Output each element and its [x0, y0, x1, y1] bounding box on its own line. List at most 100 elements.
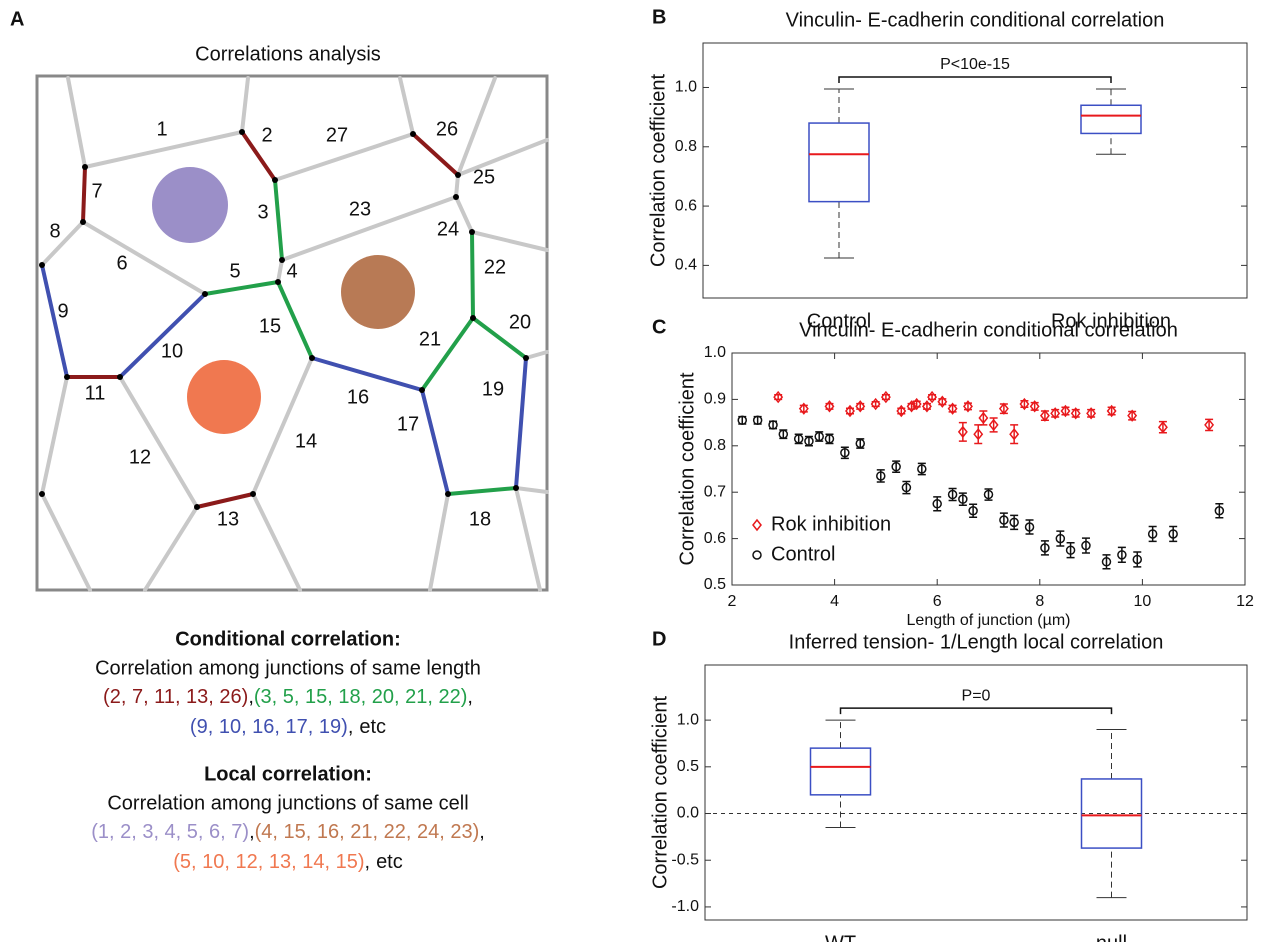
error-bar [1010, 514, 1019, 531]
y-tick-label: 0.7 [704, 483, 726, 500]
y-axis-label: Correlation coefficient [676, 372, 698, 566]
box [1080, 778, 1143, 849]
data-point [1040, 543, 1050, 553]
y-tick-label: 0.5 [704, 576, 726, 593]
y-tick-label: 1.0 [677, 711, 699, 728]
plot-frame [702, 42, 1248, 299]
data-point [891, 461, 901, 472]
cell-marker [152, 167, 228, 243]
y-tick-label: 0.9 [704, 391, 726, 408]
cell-marker [187, 360, 261, 434]
y-tick-label: 0.4 [675, 257, 697, 274]
junction-group: (9, 10, 16, 17, 19) [190, 716, 348, 738]
x-tick-label: 10 [1134, 593, 1152, 610]
data-point [1009, 427, 1020, 441]
data-point [870, 397, 881, 411]
junction-group: (5, 10, 12, 13, 14, 15) [173, 851, 364, 873]
data-point [824, 434, 835, 444]
box [1080, 104, 1142, 135]
separator: , [479, 821, 485, 843]
error-bar [1061, 406, 1070, 416]
junction-label: 9 [57, 300, 68, 322]
junctions-length-group-3 [40, 263, 528, 496]
error-bar [1071, 408, 1080, 418]
data-point [855, 438, 865, 449]
junction-label: 16 [347, 386, 369, 408]
data-point [1132, 554, 1143, 565]
y-tick-label: 0.6 [675, 197, 697, 214]
group-line: (9, 10, 16, 17, 19), etc [190, 716, 386, 738]
plot-frame [704, 664, 1248, 921]
junction-label: 14 [295, 430, 317, 452]
x-tick-label: WT [825, 932, 856, 942]
separator: , [249, 821, 255, 843]
y-tick-label: 1.0 [704, 344, 726, 361]
section-text: Correlation among junctions of same cell [107, 792, 468, 814]
error-bar [1025, 519, 1034, 535]
data-point [968, 506, 978, 516]
data-point [921, 400, 932, 413]
separator: , [248, 686, 254, 708]
legend-marker [752, 518, 762, 532]
data-point [1039, 409, 1050, 422]
error-bar [799, 404, 808, 413]
junction-label: 20 [509, 311, 531, 333]
junction-label: 23 [349, 198, 371, 220]
y-tick-label: 0.6 [704, 530, 726, 547]
panel-label: C [652, 316, 666, 338]
error-bar [1030, 401, 1039, 411]
junction-label: 24 [437, 218, 459, 240]
junction-label: 6 [116, 252, 127, 274]
y-tick-label: 0.8 [675, 138, 697, 155]
junction-label: 17 [397, 413, 419, 435]
junction-group: (2, 7, 11, 13, 26) [103, 686, 248, 708]
annotation: P<10e-15 [940, 56, 1010, 73]
data-point [1070, 407, 1081, 420]
x-tick-label: 12 [1236, 593, 1254, 610]
error-bar [948, 404, 957, 413]
x-tick-label: Control [807, 310, 871, 332]
error-bar [1102, 554, 1111, 570]
x-axis-label: Length of junction (µm) [907, 612, 1071, 629]
ending: etc [376, 851, 403, 873]
y-tick-label: -0.5 [671, 851, 699, 868]
data-point [947, 402, 958, 415]
data-point [876, 471, 886, 481]
data-point [1024, 522, 1035, 532]
x-tick-label: Rok inhibition [1051, 310, 1171, 332]
group-line: (5, 10, 12, 13, 14, 15), etc [173, 851, 403, 873]
error-bar [1107, 406, 1116, 416]
error-bar [1148, 525, 1157, 543]
junction-label: 11 [85, 382, 106, 404]
data-point [1157, 421, 1168, 434]
data-point [1214, 506, 1225, 516]
data-point [840, 448, 850, 458]
cell-diagram [35, 74, 549, 592]
data-point [1029, 400, 1040, 413]
junction-label: 1 [156, 118, 167, 140]
error-bar [1051, 408, 1060, 418]
annotation: P=0 [962, 687, 991, 704]
junction-label: 2 [261, 124, 272, 146]
data-point [1127, 409, 1138, 422]
junction-label: 27 [326, 124, 348, 146]
y-tick-label: 0.8 [704, 437, 726, 454]
junction-label: 4 [286, 260, 297, 282]
error-bar [1133, 551, 1142, 568]
data-point [804, 436, 814, 446]
x-tick-label: null [1096, 932, 1127, 942]
data-point [855, 400, 866, 413]
data-point [1147, 529, 1158, 539]
junction-group: (1, 2, 3, 4, 5, 6, 7) [91, 821, 249, 843]
error-bar [999, 512, 1008, 528]
data-point [1055, 533, 1066, 544]
data-point [1168, 529, 1178, 539]
junction-label: 5 [229, 260, 240, 282]
data-point [1019, 397, 1030, 411]
data-point [911, 397, 922, 411]
error-bar [1117, 546, 1126, 564]
y-tick-label: -1.0 [671, 898, 699, 915]
plot-frame [731, 352, 1246, 586]
junction-label: 18 [469, 508, 491, 530]
